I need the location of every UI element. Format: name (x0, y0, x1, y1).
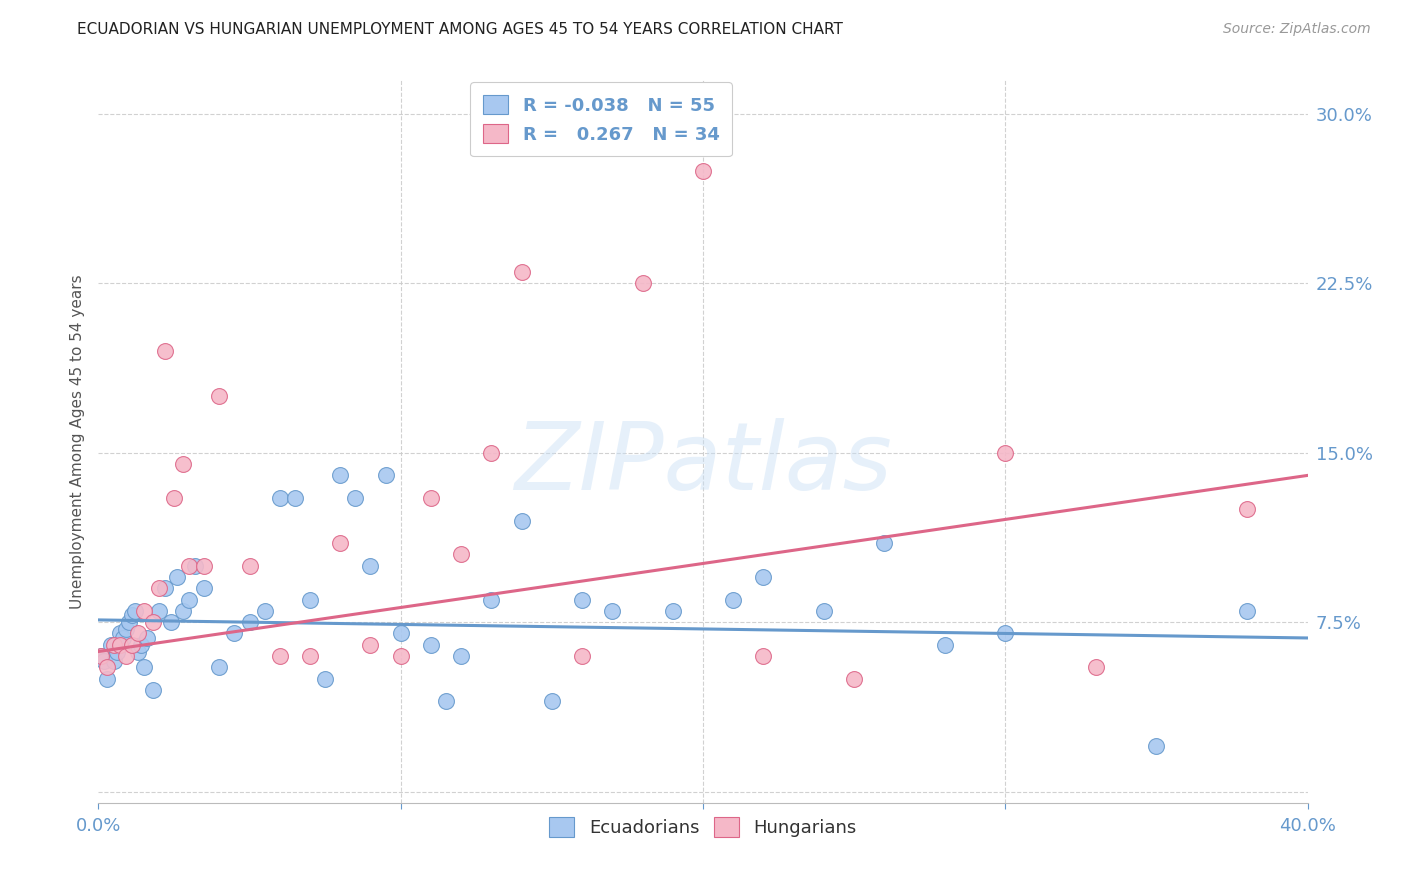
Point (239, 615, 262, 630)
Point (118, 615, 141, 630)
Point (111, 631, 134, 645)
Point (752, 648, 775, 663)
Point (132, 660, 155, 674)
Point (184, 558, 207, 573)
Point (108, 626, 131, 640)
Point (540, 694, 562, 708)
Point (103, 638, 125, 652)
Point (602, 604, 624, 618)
Point (114, 622, 136, 636)
Point (994, 626, 1017, 640)
Point (153, 582, 176, 596)
Point (692, 163, 714, 178)
Text: ECUADORIAN VS HUNGARIAN UNEMPLOYMENT AMONG AGES 45 TO 54 YEARS CORRELATION CHART: ECUADORIAN VS HUNGARIAN UNEMPLOYMENT AMO… (77, 22, 844, 37)
Point (481, 446, 503, 460)
Point (450, 648, 472, 663)
Point (389, 626, 412, 640)
Y-axis label: Unemployment Among Ages 45 to 54 years: Unemployment Among Ages 45 to 54 years (69, 274, 84, 609)
Point (420, 638, 443, 652)
Point (135, 631, 157, 645)
Point (631, 277, 654, 291)
Point (299, 648, 322, 663)
Point (208, 660, 231, 674)
Point (420, 491, 443, 505)
Point (93, 654, 115, 668)
Point (994, 446, 1017, 460)
Point (153, 344, 176, 359)
Point (100, 638, 122, 652)
Point (166, 570, 188, 584)
Point (172, 457, 194, 471)
Point (114, 648, 136, 663)
Point (239, 558, 262, 573)
Point (844, 672, 866, 686)
Point (481, 592, 503, 607)
Point (723, 592, 745, 607)
Point (224, 626, 246, 640)
Point (269, 648, 291, 663)
Point (193, 582, 215, 596)
Point (269, 491, 291, 505)
Point (103, 654, 125, 668)
Point (284, 491, 307, 505)
Point (329, 468, 352, 483)
Point (450, 548, 472, 562)
Point (90, 648, 112, 663)
Point (510, 265, 533, 279)
Point (873, 536, 896, 550)
Point (142, 615, 165, 630)
Point (510, 514, 533, 528)
Point (127, 644, 149, 658)
Point (389, 648, 412, 663)
Point (752, 570, 775, 584)
Point (108, 638, 131, 652)
Point (571, 648, 593, 663)
Point (160, 615, 183, 630)
Point (90, 648, 112, 663)
Point (179, 592, 201, 607)
Point (163, 491, 186, 505)
Point (434, 694, 457, 708)
Point (129, 638, 152, 652)
Point (105, 644, 128, 658)
Point (360, 638, 382, 652)
Text: Source: ZipAtlas.com: Source: ZipAtlas.com (1223, 22, 1371, 37)
Point (121, 638, 143, 652)
Point (661, 604, 683, 618)
Point (179, 558, 201, 573)
Point (1236, 604, 1258, 618)
Point (208, 389, 231, 403)
Text: ZIPatlas: ZIPatlas (515, 417, 891, 508)
Point (314, 672, 336, 686)
Point (1236, 502, 1258, 516)
Point (934, 638, 956, 652)
Point (329, 536, 352, 550)
Point (374, 468, 396, 483)
Point (172, 604, 194, 618)
Point (193, 558, 215, 573)
Point (148, 582, 170, 596)
Point (132, 604, 155, 618)
Point (142, 682, 165, 697)
Point (1144, 739, 1167, 754)
Point (813, 604, 835, 618)
Point (344, 491, 367, 505)
Point (96, 660, 118, 674)
Point (148, 604, 170, 618)
Point (127, 626, 149, 640)
Point (571, 592, 593, 607)
Point (124, 604, 146, 618)
Point (1085, 660, 1108, 674)
Point (96, 672, 118, 686)
Point (253, 604, 276, 618)
Point (121, 608, 143, 623)
Point (299, 592, 322, 607)
Legend: Ecuadorians, Hungarians: Ecuadorians, Hungarians (538, 806, 868, 848)
Point (360, 558, 382, 573)
